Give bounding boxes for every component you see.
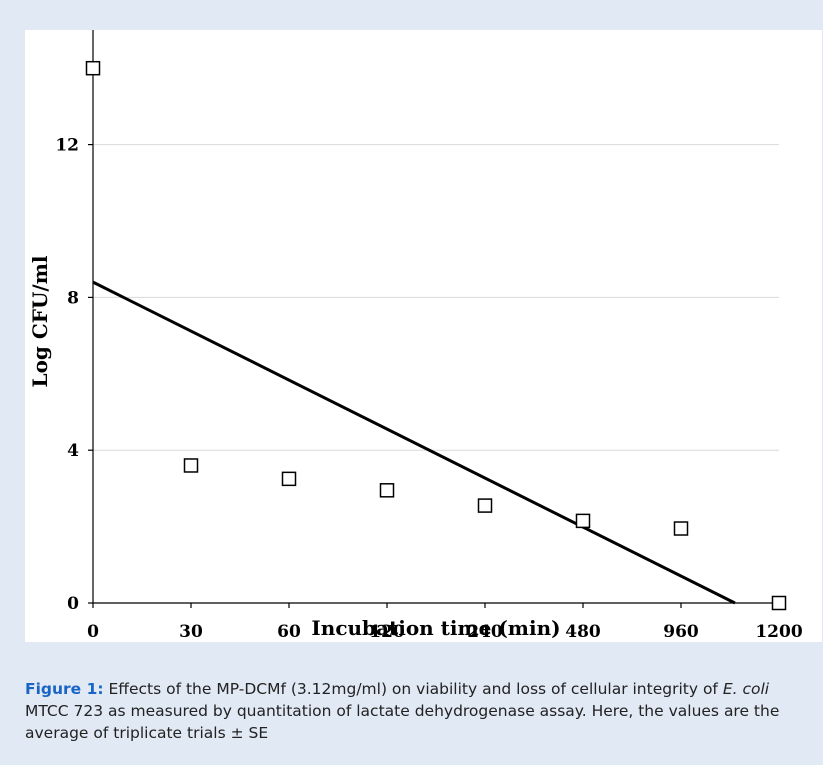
- caption-label: Figure 1:: [25, 680, 104, 698]
- data-point-480: [575, 513, 591, 529]
- x-tick-label-960: 960: [663, 622, 699, 642]
- caption-text-2: MTCC 723 as measured by quantitation of …: [25, 702, 780, 742]
- chart-area: 0 4 8 12 0 30 60 120 240 480 960 1200 Incubation tim…: [25, 30, 822, 642]
- x-tick-label-120: 120: [369, 622, 405, 642]
- y-tick-label-4: 4: [67, 441, 79, 461]
- data-point-120: [379, 483, 395, 498]
- x-tick-label-60: 60: [277, 622, 301, 642]
- x-tick-label-480: 480: [565, 622, 601, 642]
- data-point-1200: [771, 595, 787, 611]
- x-tick-label-30: 30: [179, 622, 203, 642]
- data-point-60: [281, 471, 297, 487]
- figure-caption: Figure 1: Effects of the MP-DCMf (3.12mg…: [25, 678, 815, 744]
- data-point-960: [673, 521, 689, 536]
- data-point-0: [85, 60, 101, 76]
- data-point-240: [477, 498, 493, 513]
- data-point-30: [183, 458, 199, 473]
- caption-text-1: Effects of the MP-DCMf (3.12mg/ml) on vi…: [103, 680, 723, 698]
- x-tick-label-1200: 1200: [755, 622, 802, 642]
- y-axis-title: Log CFU/ml: [28, 255, 52, 387]
- y-tick-label-12: 12: [55, 136, 79, 156]
- x-tick-label-0: 0: [87, 622, 99, 642]
- caption-organism: E. coli: [722, 680, 770, 698]
- x-axis-title: Incubation time (min): [311, 616, 560, 640]
- trendline: [92, 280, 736, 605]
- y-tick-label-0: 0: [67, 594, 79, 614]
- x-tick-label-240: 240: [467, 622, 503, 642]
- y-tick-label-8: 8: [67, 288, 79, 308]
